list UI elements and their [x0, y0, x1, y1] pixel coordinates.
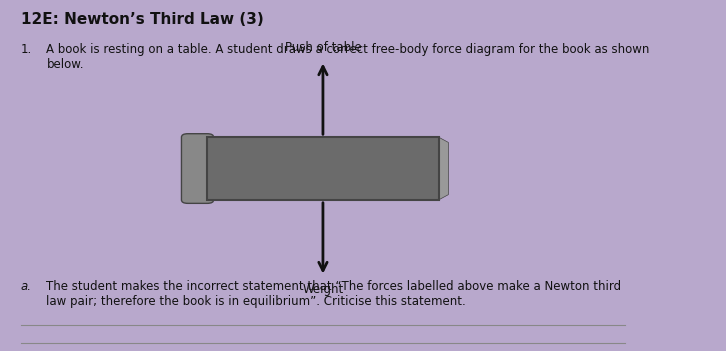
Text: A book is resting on a table. A student draws a correct free-body force diagram : A book is resting on a table. A student …: [46, 43, 650, 71]
Text: Push of table: Push of table: [285, 41, 362, 54]
Text: Weight: Weight: [302, 284, 343, 297]
Text: The student makes the incorrect statement that “The forces labelled above make a: The student makes the incorrect statemen…: [46, 280, 621, 308]
Polygon shape: [207, 137, 439, 200]
FancyBboxPatch shape: [182, 134, 213, 203]
Polygon shape: [439, 137, 449, 200]
Text: a.: a.: [20, 280, 32, 293]
Text: 1.: 1.: [20, 43, 32, 56]
Text: 12E: Newton’s Third Law (3): 12E: Newton’s Third Law (3): [20, 12, 264, 27]
